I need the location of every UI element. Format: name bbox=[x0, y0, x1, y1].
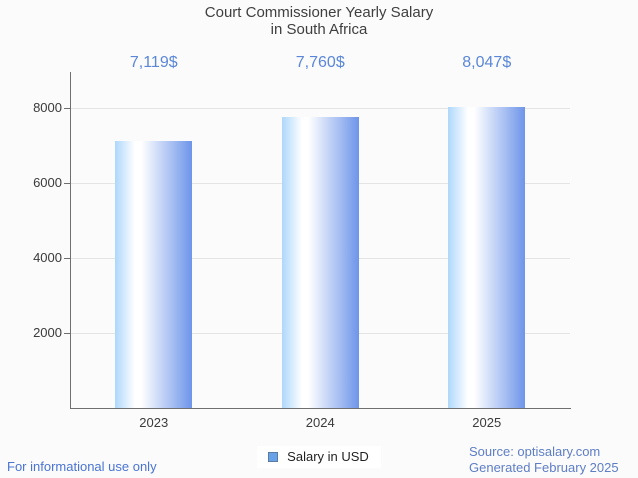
bar-2023 bbox=[115, 141, 193, 408]
y-tick-6000 bbox=[64, 182, 70, 184]
bar-2024 bbox=[281, 117, 359, 408]
chart-title-line1: Court Commissioner Yearly Salary bbox=[204, 4, 434, 21]
category-label-2024: 2024 bbox=[305, 415, 335, 430]
y-axis-line bbox=[70, 72, 71, 409]
y-tick-label-2000: 2000 bbox=[33, 325, 62, 341]
y-tick-8000 bbox=[64, 107, 70, 109]
category-label-2023: 2023 bbox=[139, 415, 169, 430]
generated-text: Generated February 2025 bbox=[469, 459, 619, 475]
chart-title-line2: in South Africa bbox=[270, 21, 368, 38]
legend-swatch-icon bbox=[268, 451, 279, 462]
y-tick-label-6000: 6000 bbox=[33, 175, 62, 191]
value-label-2024: 7,760$ bbox=[295, 54, 345, 71]
y-tick-label-4000: 4000 bbox=[33, 250, 62, 266]
category-label-2025: 2025 bbox=[472, 415, 502, 430]
y-tick-label-8000: 8000 bbox=[33, 100, 62, 116]
source-info: Source: optisalary.com Generated Februar… bbox=[469, 444, 619, 475]
legend: Salary in USD bbox=[257, 446, 381, 468]
disclaimer-text: For informational use only bbox=[7, 459, 157, 474]
value-label-2025: 8,047$ bbox=[462, 54, 512, 71]
bar-2025 bbox=[448, 106, 526, 408]
source-text: Source: optisalary.com bbox=[469, 444, 601, 459]
legend-label: Salary in USD bbox=[287, 449, 369, 464]
y-tick-4000 bbox=[64, 257, 70, 259]
x-axis-line bbox=[70, 408, 571, 409]
gridline-8000 bbox=[71, 107, 570, 109]
value-label-2023: 7,119$ bbox=[129, 54, 178, 71]
legend-row: Salary in USD bbox=[0, 446, 638, 468]
y-tick-2000 bbox=[64, 332, 70, 334]
chart-title: Court Commissioner Yearly Salary in Sout… bbox=[0, 4, 638, 38]
